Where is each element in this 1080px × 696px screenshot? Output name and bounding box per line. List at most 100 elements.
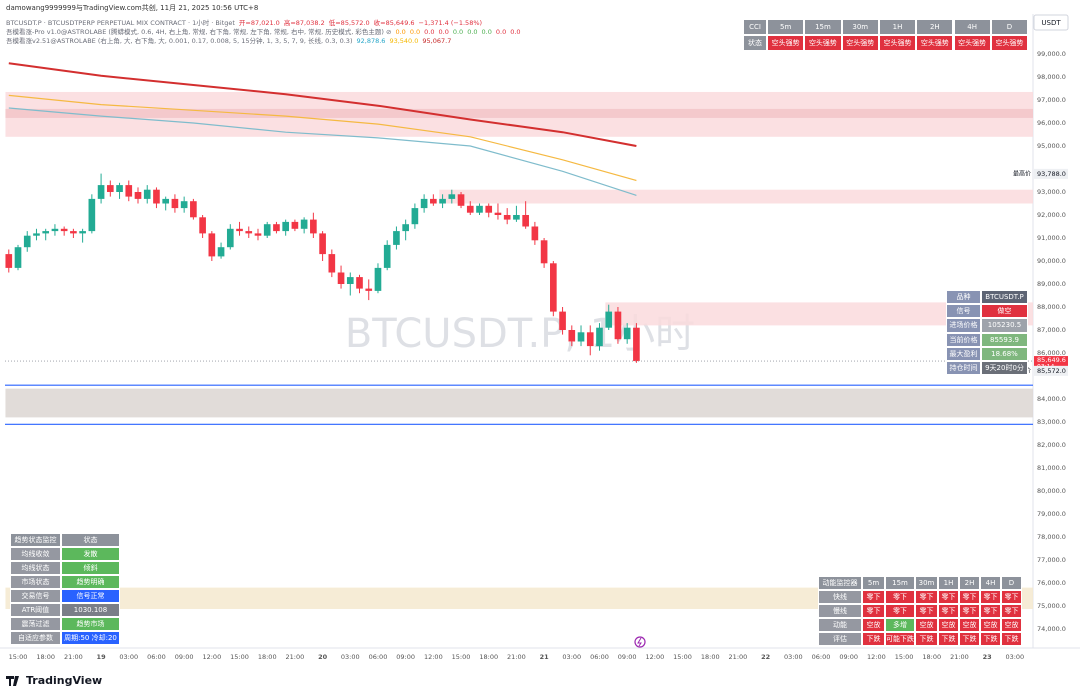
table-cell: D xyxy=(1001,576,1022,590)
candle-body xyxy=(310,219,317,234)
x-tick-label: 18:00 xyxy=(36,653,55,661)
x-tick-label: 21:00 xyxy=(729,653,748,661)
price-badge-label: 85,572.0 xyxy=(1037,367,1066,375)
candle-body xyxy=(171,198,179,209)
table-cell: 零下 xyxy=(862,590,885,604)
table-cell: 18.68% xyxy=(981,346,1028,361)
table-cell: 下跌 xyxy=(938,632,959,646)
table-cell: 下跌 xyxy=(959,632,980,646)
zone xyxy=(5,108,1034,118)
event-icon[interactable] xyxy=(634,636,646,648)
legend-part: 0.0 xyxy=(452,28,464,36)
y-tick-label: 88,000.0 xyxy=(1037,303,1066,311)
candle-body xyxy=(319,233,326,255)
table-cell: 空放 xyxy=(938,618,959,632)
price-badge xyxy=(1034,168,1068,179)
candle-body xyxy=(356,277,363,289)
table-cell: 多增 xyxy=(885,618,915,632)
table-cell: 信号 xyxy=(946,304,981,319)
zone xyxy=(5,388,1034,418)
candle-body xyxy=(106,185,114,192)
table-cell: 空头强势 xyxy=(804,35,842,51)
legend-part: 0.0 xyxy=(424,28,435,36)
legend-part: 0.0 xyxy=(409,28,421,36)
candle-body xyxy=(116,185,123,192)
table-cell: 下跌 xyxy=(1001,632,1022,646)
legend-part: 吾模看涨-Pro v1.0@ASTROLABE (腾蟒模式, 0.6, 4H, … xyxy=(6,28,392,36)
candle-body xyxy=(33,233,40,236)
table-cell: 2H xyxy=(959,576,980,590)
currency-label[interactable]: USDT xyxy=(1041,19,1061,27)
price-badge-name: 最高价 xyxy=(1013,169,1031,177)
legend-part: 收=85,649.6 xyxy=(373,19,415,27)
table-cell: 4H xyxy=(980,576,1001,590)
legend-part: 开=87,021.0 xyxy=(238,19,280,27)
table-cell: 慢线 xyxy=(818,604,862,618)
table-cell: 交易信号 xyxy=(10,589,61,603)
table-cell: 空头强势 xyxy=(916,35,954,51)
table-cell: 下跌 xyxy=(862,632,885,646)
x-tick-label: 06:00 xyxy=(812,653,831,661)
y-tick-label: 83,000.0 xyxy=(1037,418,1066,426)
x-tick-label: 15:00 xyxy=(230,653,249,661)
brand-name[interactable]: TradingView xyxy=(26,674,102,687)
candle-body xyxy=(14,247,22,268)
candle-body xyxy=(236,228,243,232)
candle-body xyxy=(494,212,502,215)
table-cell: 5m xyxy=(862,576,885,590)
candle-body xyxy=(577,332,585,342)
candle-body xyxy=(466,205,474,213)
legend-part: 低=85,572.0 xyxy=(328,19,370,27)
x-tick-label: 06:00 xyxy=(147,653,166,661)
table-cell: 1H xyxy=(938,576,959,590)
candle-body xyxy=(125,185,133,197)
table-cell: 做空 xyxy=(981,304,1028,319)
table-cell: 下跌 xyxy=(980,632,1001,646)
candle-body xyxy=(559,311,566,330)
table-cell: 空放 xyxy=(1001,618,1022,632)
brand-logo[interactable] xyxy=(6,676,19,686)
candle-body xyxy=(51,228,59,232)
table-cell: 空头强势 xyxy=(878,35,917,51)
candle-body xyxy=(430,198,437,204)
candle-body xyxy=(365,288,373,291)
legend-part: 0.0 xyxy=(495,28,507,36)
x-tick-label: 03:00 xyxy=(119,653,138,661)
candle-body xyxy=(550,263,557,312)
candle-body xyxy=(190,201,197,218)
x-tick-label: 12:00 xyxy=(202,653,221,661)
table-cell: 15m xyxy=(885,576,915,590)
x-tick-label: 18:00 xyxy=(922,653,941,661)
table-cell: 进场价格 xyxy=(946,318,981,333)
candle-body xyxy=(596,327,603,347)
x-tick-label: 21:00 xyxy=(507,653,526,661)
y-tick-label: 96,000.0 xyxy=(1037,119,1066,127)
table-cell: 零下 xyxy=(1001,590,1022,604)
table-cell: 空放 xyxy=(862,618,885,632)
y-tick-label: 93,000.0 xyxy=(1037,188,1066,196)
table-cell: 5m xyxy=(767,19,805,35)
y-tick-label: 74,000.0 xyxy=(1037,625,1066,633)
zone xyxy=(605,302,1033,326)
candle-body xyxy=(476,205,483,213)
x-tick-label: 23 xyxy=(983,653,992,661)
plot-area xyxy=(5,62,1034,609)
table-cell: 15m xyxy=(804,19,842,35)
x-tick-label: 21:00 xyxy=(64,653,83,661)
candle-body xyxy=(485,205,493,213)
candle-body xyxy=(374,267,382,291)
legend-part: 0.0 xyxy=(481,28,492,36)
candle-body xyxy=(568,329,576,342)
currency-button[interactable] xyxy=(1033,14,1069,31)
table-cell: 趋势明确 xyxy=(61,575,120,589)
table-cell: 空头强势 xyxy=(841,35,879,51)
y-tick-label: 78,000.0 xyxy=(1037,533,1066,541)
candle-body xyxy=(328,254,336,273)
x-tick-label: 03:00 xyxy=(1005,653,1024,661)
table-cell: 周期:50 冷却:20 xyxy=(61,631,120,645)
table-cell: 自适应参数 xyxy=(10,631,61,645)
legend-line: 吾模看涨v2.51@ASTROLABE (右上角, 大, 右下角, 大, 0.0… xyxy=(6,35,455,45)
legend-part: 0.0 xyxy=(395,28,406,36)
zone xyxy=(439,189,1033,204)
y-tick-label: 84,000.0 xyxy=(1037,395,1066,403)
